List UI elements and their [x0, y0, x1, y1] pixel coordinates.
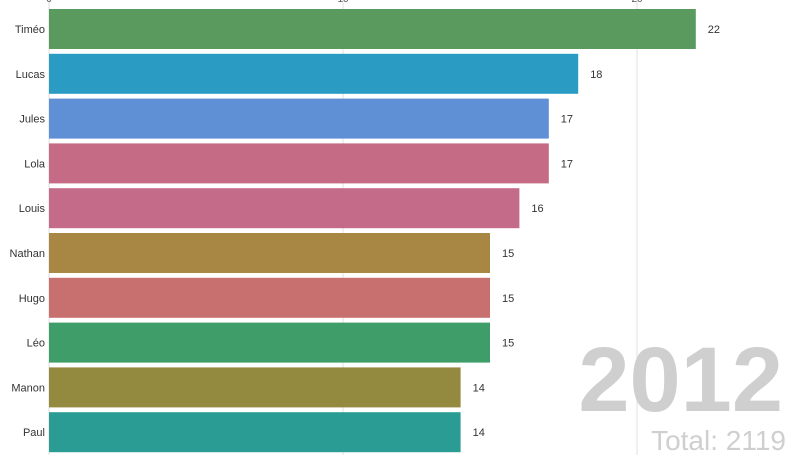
year-label: 2012	[578, 329, 783, 431]
bar-7	[49, 322, 490, 363]
category-label-9: Paul	[23, 427, 45, 439]
value-label-9: 14	[473, 427, 485, 439]
category-label-8: Manon	[11, 382, 45, 394]
value-label-6: 15	[502, 293, 514, 305]
category-label-4: Louis	[19, 203, 46, 215]
labels: Timéo 22 Lucas 18 Jules 17 Lola 17 Louis 16 Nathan…	[10, 24, 721, 439]
bar-6	[49, 277, 490, 318]
category-label-3: Lola	[24, 158, 46, 170]
x-axis-ticks: 0 10 20	[46, 0, 643, 5]
bar-4	[49, 188, 520, 229]
category-label-0: Timéo	[15, 24, 45, 36]
bar-3	[49, 143, 549, 184]
total-label: Total: 2119	[651, 425, 786, 456]
bars	[49, 9, 696, 453]
category-label-6: Hugo	[19, 293, 45, 305]
bar-2	[49, 98, 549, 139]
bar-8	[49, 367, 461, 408]
bar-0	[49, 9, 696, 49]
value-label-8: 14	[473, 382, 485, 394]
x-tick-label-0: 0	[46, 0, 52, 5]
category-label-1: Lucas	[16, 69, 46, 81]
category-label-2: Jules	[19, 114, 45, 126]
bar-9	[49, 412, 461, 453]
bar-5	[49, 233, 490, 273]
value-label-1: 18	[590, 69, 602, 81]
category-label-7: Léo	[27, 338, 45, 350]
value-label-7: 15	[502, 338, 514, 350]
x-tick-label-2: 20	[631, 0, 643, 5]
category-label-5: Nathan	[10, 248, 45, 260]
value-label-0: 22	[708, 24, 720, 36]
value-label-5: 15	[502, 248, 514, 260]
bar-1	[49, 53, 579, 94]
value-label-4: 16	[531, 203, 543, 215]
x-tick-label-1: 10	[337, 0, 349, 5]
value-label-2: 17	[561, 114, 573, 126]
value-label-3: 17	[561, 158, 573, 170]
